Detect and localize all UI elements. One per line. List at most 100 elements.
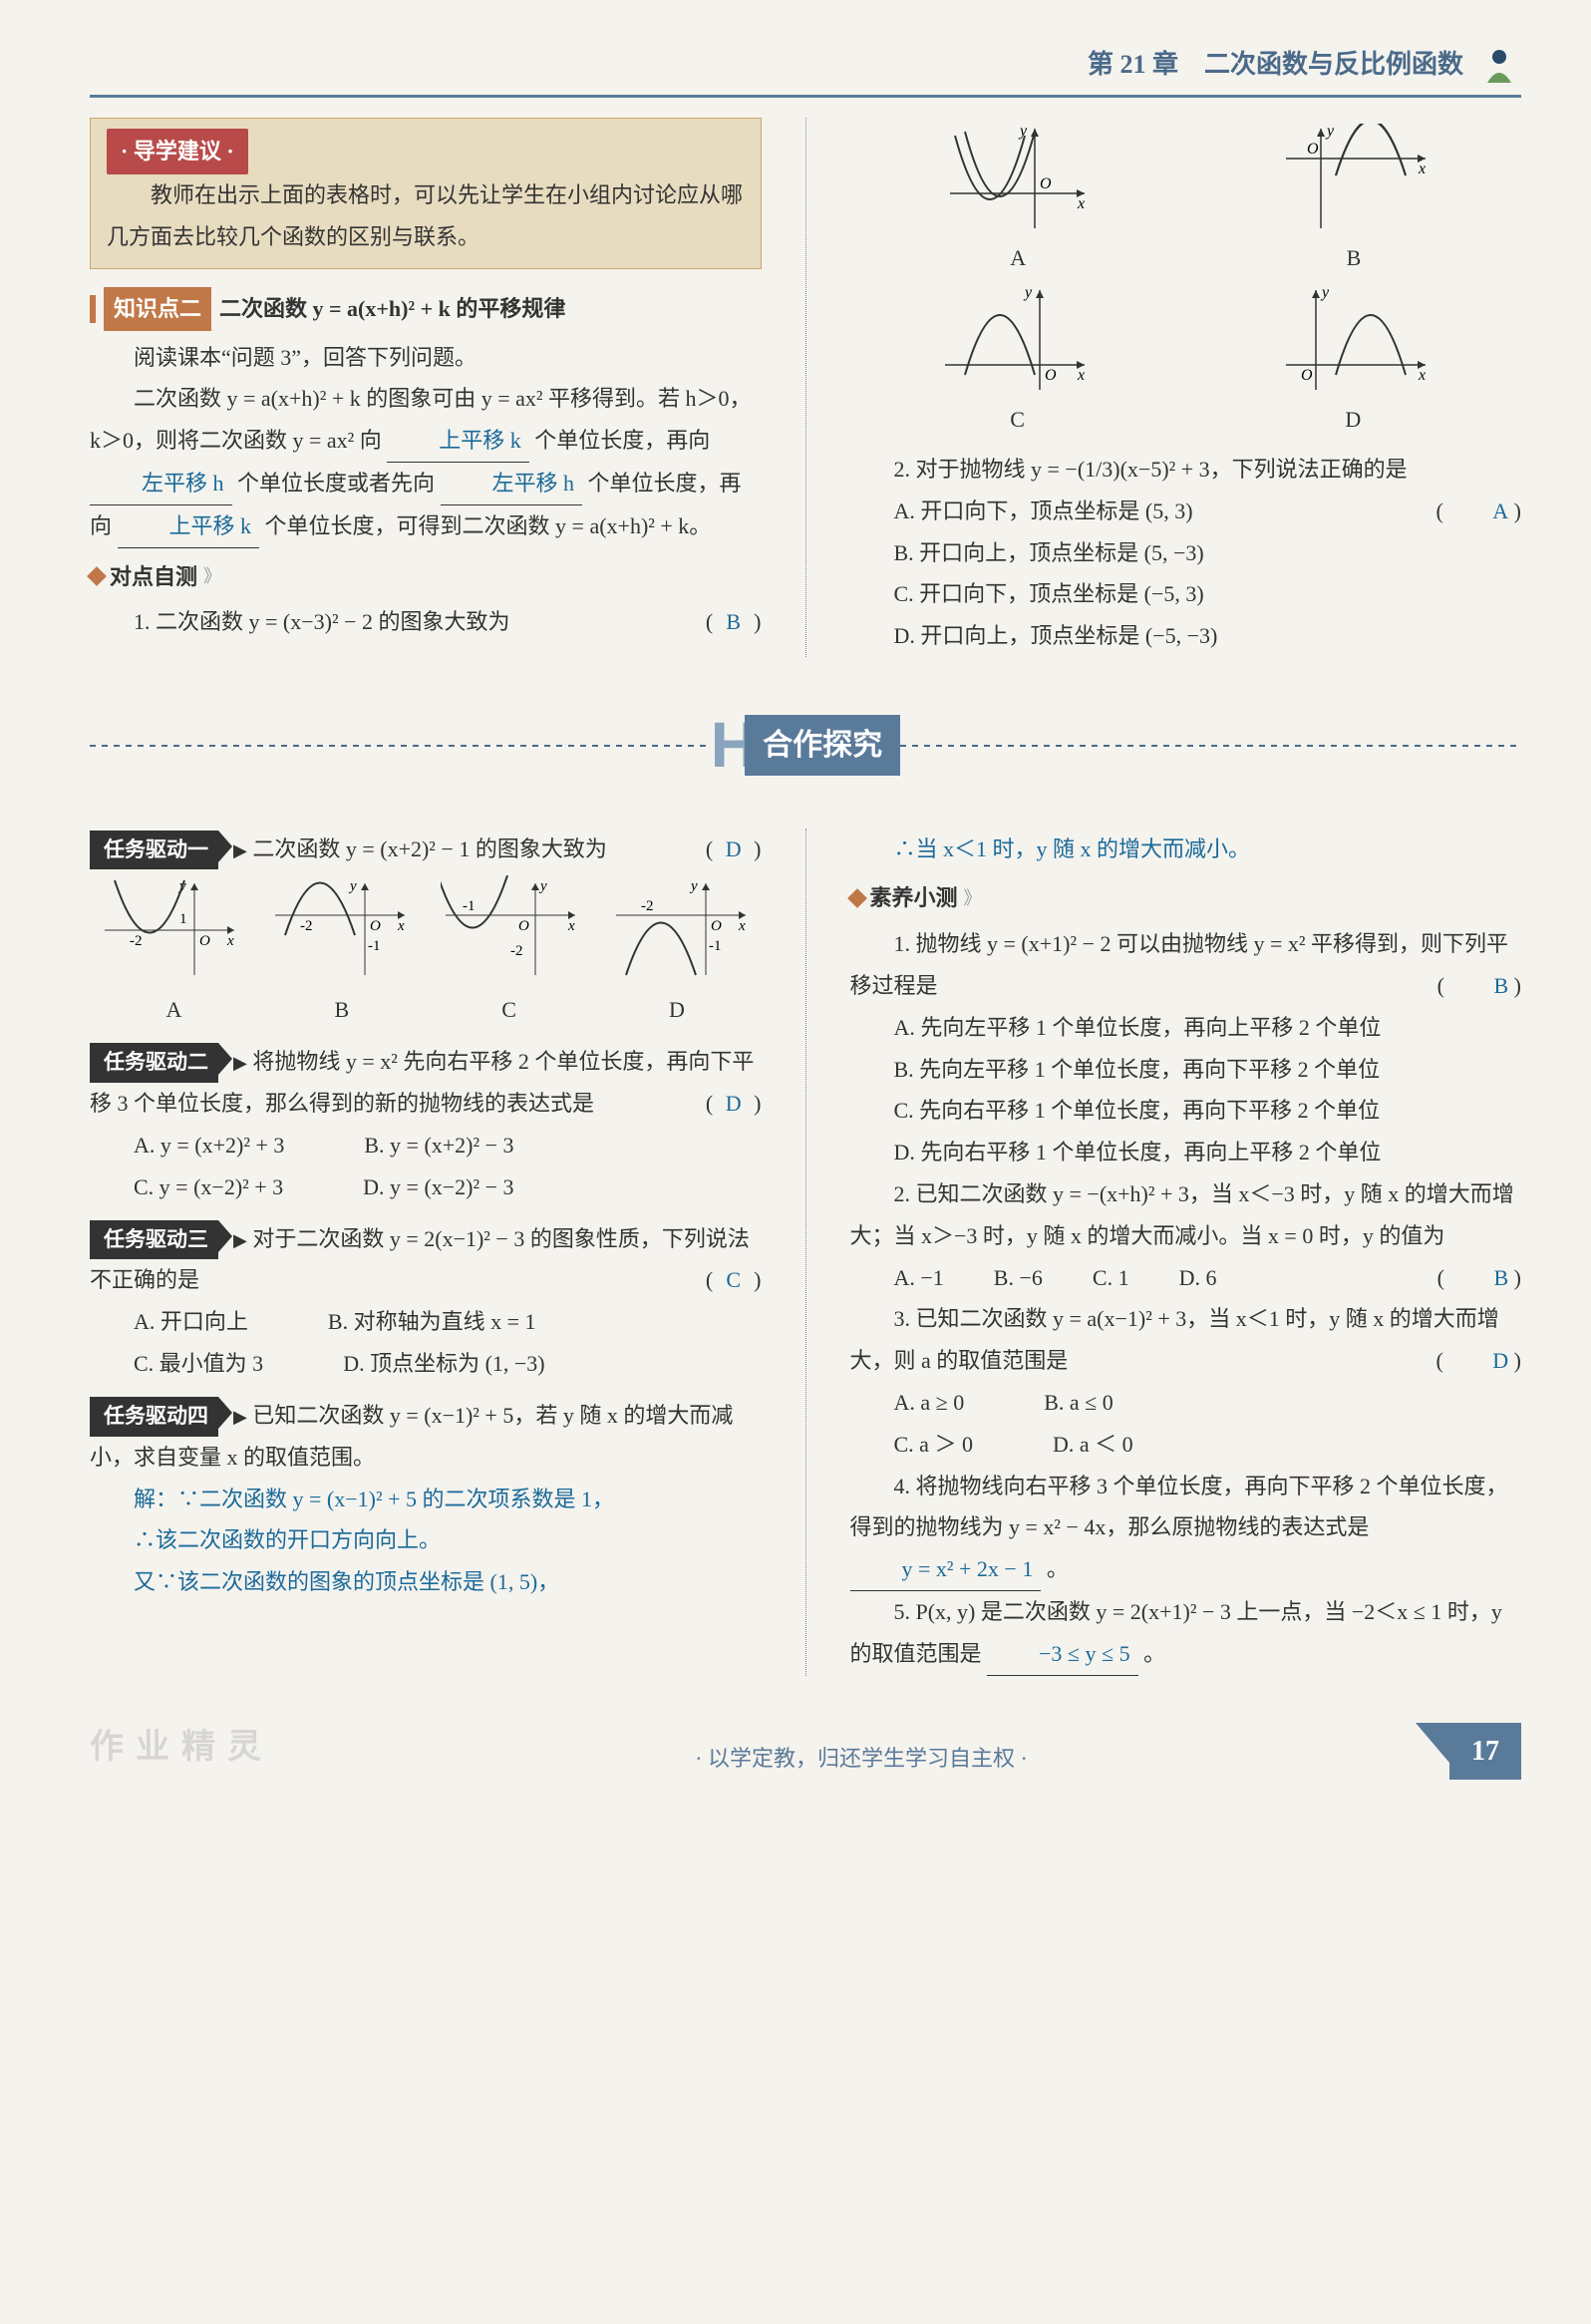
svg-text:x: x [1418, 367, 1426, 384]
svg-text:x: x [738, 918, 746, 934]
syxc-q4-pre: 4. 将抛物线向右平移 3 个单位长度，再向下平移 2 个单位长度，得到的抛物线… [850, 1474, 1508, 1540]
banner-label: 合作探究 [745, 715, 900, 776]
syxc-q1-b: B. 先向左平移 1 个单位长度，再向下平移 2 个单位 [894, 1049, 1522, 1091]
svg-text:-2: -2 [300, 918, 313, 934]
svg-text:y: y [1325, 124, 1335, 140]
diamond-icon [87, 567, 107, 587]
t3-row2: C. 最小值为 3 D. 顶点坐标为 (1, −3) [90, 1343, 762, 1385]
ddzc-cap-ab: A B [850, 237, 1522, 279]
task-tri-icon-2: ▶ [233, 1053, 247, 1073]
ddzc-cap-cd: C D [850, 399, 1522, 441]
syxc-q2-b: B. −6 [994, 1257, 1043, 1299]
syxc-header: 素养小测 》 [850, 877, 1522, 919]
t1-graph-a: Oxy -21 [100, 875, 239, 985]
arrow-icon: 》 [203, 559, 221, 593]
t3-b: B. 对称轴为直线 x = 1 [328, 1301, 536, 1343]
svg-text:x: x [1077, 195, 1085, 212]
advice-box: · 导学建议 · 教师在出示上面的表格时，可以先让学生在小组内讨论应从哪几方面去… [90, 118, 762, 268]
syxc-q3-d: D. a ＜ 0 [1053, 1424, 1133, 1466]
kp2-blank2: 左平移 h [90, 463, 232, 505]
t4-sol4: ∴当 x＜1 时，y 随 x 的增大而减小。 [850, 829, 1522, 870]
upper-divider [805, 118, 806, 657]
syxc-q3-b: B. a ≤ 0 [1044, 1382, 1114, 1424]
svg-text:O: O [370, 918, 381, 934]
svg-text:-1: -1 [463, 898, 476, 914]
banner-rule-left [90, 745, 711, 747]
syxc-q1-opts: A. 先向左平移 1 个单位长度，再向上平移 2 个单位 B. 先向左平移 1 … [850, 1007, 1522, 1173]
graph-a: O x y [940, 124, 1090, 233]
svg-text:x: x [226, 933, 234, 949]
syxc-q2: 2. 已知二次函数 y = −(x+h)² + 3，当 x＜−3 时，y 随 x… [850, 1173, 1522, 1257]
task1-badge: 任务驱动一 [90, 830, 218, 870]
svg-text:y: y [1018, 124, 1028, 140]
upper-right-col: O x y O x y A B [850, 118, 1522, 657]
t3-c: C. 最小值为 3 [134, 1343, 263, 1385]
svg-text:y: y [348, 878, 357, 894]
syxc-q3-a: A. a ≥ 0 [894, 1382, 965, 1424]
syxc-q4-end: 。 [1047, 1556, 1069, 1581]
svg-text:-2: -2 [510, 943, 523, 959]
banner-core: H 合作探究 [711, 685, 900, 807]
upper-left-col: · 导学建议 · 教师在出示上面的表格时，可以先让学生在小组内讨论应从哪几方面去… [90, 118, 762, 657]
syxc-label: 素养小测 [870, 877, 958, 919]
syxc-q3-ans: D [1448, 1340, 1508, 1382]
syxc-q1-a: A. 先向左平移 1 个单位长度，再向上平移 2 个单位 [894, 1007, 1522, 1049]
watermark: 作业精灵 [90, 1716, 273, 1781]
ddzc-q2-b: B. 开口向上，顶点坐标是 (5, −3) [894, 532, 1522, 574]
ddzc-q1-ans: B [719, 601, 749, 643]
syxc-q3-r1: A. a ≥ 0 B. a ≤ 0 [850, 1382, 1522, 1424]
syxc-q4-blank: y = x² + 2x − 1 [850, 1548, 1042, 1591]
cap-b: B [1347, 237, 1362, 279]
syxc-q1-d: D. 先向右平移 1 个单位长度，再向上平移 2 个单位 [894, 1132, 1522, 1173]
ddzc-q1-text: 1. 二次函数 y = (x−3)² − 2 的图象大致为 [134, 609, 509, 634]
task-tri-icon-3: ▶ [233, 1230, 247, 1250]
page-header: 第 21 章 二次函数与反比例函数 [90, 40, 1521, 89]
kp2-p2: 二次函数 y = a(x+h)² + k 的图象可由 y = ax² 平移得到。… [90, 378, 762, 547]
chapter-title: 第 21 章 二次函数与反比例函数 [1088, 40, 1463, 89]
t1-graph-c: Ox y -1 -2 [441, 875, 580, 985]
kp-title: 二次函数 y = a(x+h)² + k 的平移规律 [219, 288, 565, 330]
t2-row1: A. y = (x+2)² + 3 B. y = (x+2)² − 3 [90, 1125, 762, 1166]
t2-a: A. y = (x+2)² + 3 [134, 1125, 284, 1166]
svg-text:O: O [518, 918, 529, 934]
t3-ans: C [719, 1259, 749, 1301]
section-banner: H 合作探究 [90, 685, 1521, 807]
syxc-q1-c: C. 先向右平移 1 个单位长度，再向下平移 2 个单位 [894, 1090, 1522, 1132]
syxc-q5: 5. P(x, y) 是二次函数 y = 2(x+1)² − 3 上一点，当 −… [850, 1591, 1522, 1676]
svg-text:x: x [397, 918, 405, 934]
graph-b: O x y [1281, 124, 1431, 233]
svg-text:y: y [689, 878, 698, 894]
task3-badge: 任务驱动三 [90, 1220, 218, 1260]
kp-tag: 知识点二 [104, 287, 211, 331]
svg-text:y: y [538, 878, 547, 894]
t1-caps: A B C D [90, 989, 762, 1031]
svg-text:-2: -2 [641, 898, 654, 914]
syxc-q2-d: D. 6 [1179, 1257, 1217, 1299]
cap-c: C [1010, 399, 1025, 441]
syxc-q3-r2: C. a ＞ 0 D. a ＜ 0 [850, 1424, 1522, 1466]
ddzc-q2-ans: A [1448, 491, 1508, 532]
graph-c: O x y [940, 285, 1090, 395]
svg-text:O: O [1301, 367, 1313, 384]
t3-q: 任务驱动三 ▶ 对于二次函数 y = 2(x−1)² − 3 的图象性质，下列说… [90, 1218, 762, 1302]
ddzc-q1-graphs-2: O x y O x y [850, 285, 1522, 395]
svg-text:x: x [567, 918, 575, 934]
t1-cap-b: B [335, 989, 350, 1031]
banner-rule-right [900, 745, 1521, 747]
arrow-icon-2: 》 [964, 881, 982, 915]
syxc-q3-c: C. a ＞ 0 [894, 1424, 973, 1466]
lower-section: 任务驱动一 ▶ 二次函数 y = (x+2)² − 1 的图象大致为 D Oxy… [90, 829, 1521, 1676]
syxc-q2-c: C. 1 [1093, 1257, 1129, 1299]
t1-graph-b: Oxy -2-1 [270, 875, 410, 985]
syxc-q2-ans: B [1449, 1257, 1508, 1299]
ddzc-q2-d: D. 开口向上，顶点坐标是 (−5, −3) [894, 615, 1522, 657]
syxc-q5-end: 。 [1143, 1641, 1165, 1666]
svg-text:x: x [1418, 161, 1426, 177]
svg-text:O: O [1040, 175, 1052, 192]
task2-badge: 任务驱动二 [90, 1043, 218, 1083]
ddzc-q1-graphs: O x y O x y [850, 124, 1522, 233]
t3-d: D. 顶点坐标为 (1, −3) [343, 1343, 544, 1385]
t2-q: 任务驱动二 ▶ 将抛物线 y = x² 先向右平移 2 个单位长度，再向下平移 … [90, 1041, 762, 1125]
syxc-q1-ans: B [1449, 965, 1508, 1007]
kp2-mid2: 个单位长度或者先向 [237, 471, 435, 496]
